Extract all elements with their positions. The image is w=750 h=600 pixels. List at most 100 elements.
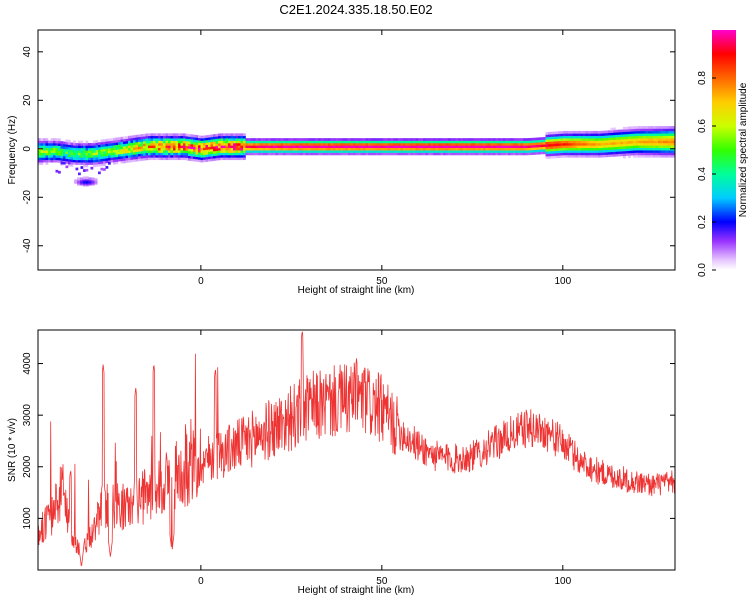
spectrogram-cell <box>100 163 104 167</box>
spectrogram-cell <box>530 142 534 146</box>
spectrogram-cell <box>155 140 159 144</box>
spectrogram-cell <box>665 140 669 144</box>
spectrogram-cell <box>603 149 606 153</box>
spectrogram-cell <box>140 143 144 147</box>
spectrogram-cell <box>353 142 356 146</box>
spectrogram-cell <box>200 152 204 156</box>
spectrogram-cell <box>195 159 199 162</box>
spectrogram-cell <box>85 145 89 149</box>
spectrogram-cell <box>640 154 644 158</box>
spectrogram-cell <box>175 152 179 156</box>
spectrogram-cell <box>103 141 106 145</box>
spectrogram-cell <box>478 147 481 151</box>
spectrogram-cell <box>658 128 661 132</box>
spectrogram-cell <box>488 140 491 144</box>
spectrogram-cell <box>590 130 594 134</box>
spectrogram-cell <box>390 147 394 151</box>
spectrogram-cell <box>83 164 86 168</box>
spectrogram-cell <box>388 147 391 151</box>
spectrogram-cell <box>143 145 146 149</box>
spectrogram-cell <box>140 158 144 161</box>
spectrogram-cell <box>78 140 81 144</box>
spectrogram-cell <box>250 152 254 156</box>
spectrogram-cell <box>65 156 69 159</box>
spectrogram-cell <box>63 158 66 162</box>
spectrogram-cell <box>150 142 154 146</box>
spectrogram-cell <box>325 142 329 146</box>
spectrogram-cell <box>625 131 629 135</box>
spectrogram-cell <box>620 143 624 147</box>
spectrogram-cell <box>275 150 279 153</box>
spectrogram-cell <box>115 147 119 150</box>
spectrogram-cell <box>625 138 629 142</box>
spectrogram-cell <box>290 152 294 156</box>
spectrogram-cell <box>545 134 549 138</box>
spectrogram-cell <box>370 150 374 153</box>
spectrogram-blob-cell <box>77 177 81 180</box>
spectrogram-cell <box>618 132 621 135</box>
spectrogram-cell <box>85 147 89 151</box>
spectrogram-cell <box>620 139 624 142</box>
spectrogram-cell <box>453 152 456 156</box>
spectrogram-cell <box>40 155 44 158</box>
spectrogram-cell <box>560 152 564 156</box>
spectrogram-cell <box>130 154 134 158</box>
spectrogram-cell <box>343 145 346 149</box>
spectrogram-cell <box>128 147 131 151</box>
spectrogram-cell <box>485 147 489 151</box>
spectrogram-cell <box>43 147 46 151</box>
spectrogram-cell <box>55 159 59 163</box>
spectrogram-cell <box>200 154 204 158</box>
spectrogram-cell <box>523 152 526 156</box>
spectrogram-cell <box>238 133 241 137</box>
spectrogram-cell <box>475 147 479 151</box>
spectrogram-cell <box>165 133 169 137</box>
spectrogram-cell <box>408 138 411 141</box>
spectrogram-cell <box>508 145 511 149</box>
spectrogram-cell <box>568 150 571 153</box>
spectrogram-cell <box>430 138 434 141</box>
spectrogram-cell <box>48 152 51 156</box>
spectrogram-cell <box>210 158 214 162</box>
spectrogram-cell <box>195 156 199 160</box>
spectrogram-cell <box>275 142 279 146</box>
spectrogram-cell <box>80 147 84 151</box>
spectrogram-cell <box>105 143 109 147</box>
spectrogram-cell <box>330 140 334 144</box>
spectrogram-cell <box>220 150 224 153</box>
spectrogram-cell <box>440 142 444 146</box>
spectrogram-cell <box>403 152 406 156</box>
spectrogram-cell <box>80 140 84 144</box>
spectrogram-cell <box>668 147 671 151</box>
spectrogram-cell <box>290 142 294 146</box>
spectrogram-cell <box>495 152 499 156</box>
spectrogram-cell <box>628 133 631 137</box>
spectrogram-cell <box>638 138 641 141</box>
spectrogram-cell <box>113 161 116 165</box>
spectrogram-ylabel: Frequency (Hz) <box>7 116 18 185</box>
spectrogram-cell <box>455 138 459 141</box>
spectrogram-cell <box>158 135 161 139</box>
spectrogram-cell <box>628 150 631 154</box>
spectrogram-cell <box>243 145 246 149</box>
spectrogram-cell <box>310 147 314 151</box>
spectrogram-cell <box>93 142 96 146</box>
spectrogram-cell <box>510 152 514 156</box>
spectrogram-cell <box>575 140 579 144</box>
spectrogram-cell <box>663 126 666 129</box>
spectrogram-cell <box>668 152 671 156</box>
spectrogram-cell <box>223 150 226 153</box>
spectrogram-cell <box>480 152 484 156</box>
spectrogram-cell <box>175 142 179 146</box>
spectrogram-cell <box>328 147 331 151</box>
spectrogram-cell <box>270 142 274 146</box>
spectrogram-cell <box>435 142 439 146</box>
spectrogram-cell <box>638 130 641 134</box>
spectrogram-cell <box>453 147 456 151</box>
spectrogram-cell <box>403 145 406 149</box>
spectrogram-cell <box>555 138 559 142</box>
spectrogram-cell <box>158 152 161 156</box>
spectrogram-cell <box>280 142 284 146</box>
spectrogram-cell <box>365 142 369 146</box>
